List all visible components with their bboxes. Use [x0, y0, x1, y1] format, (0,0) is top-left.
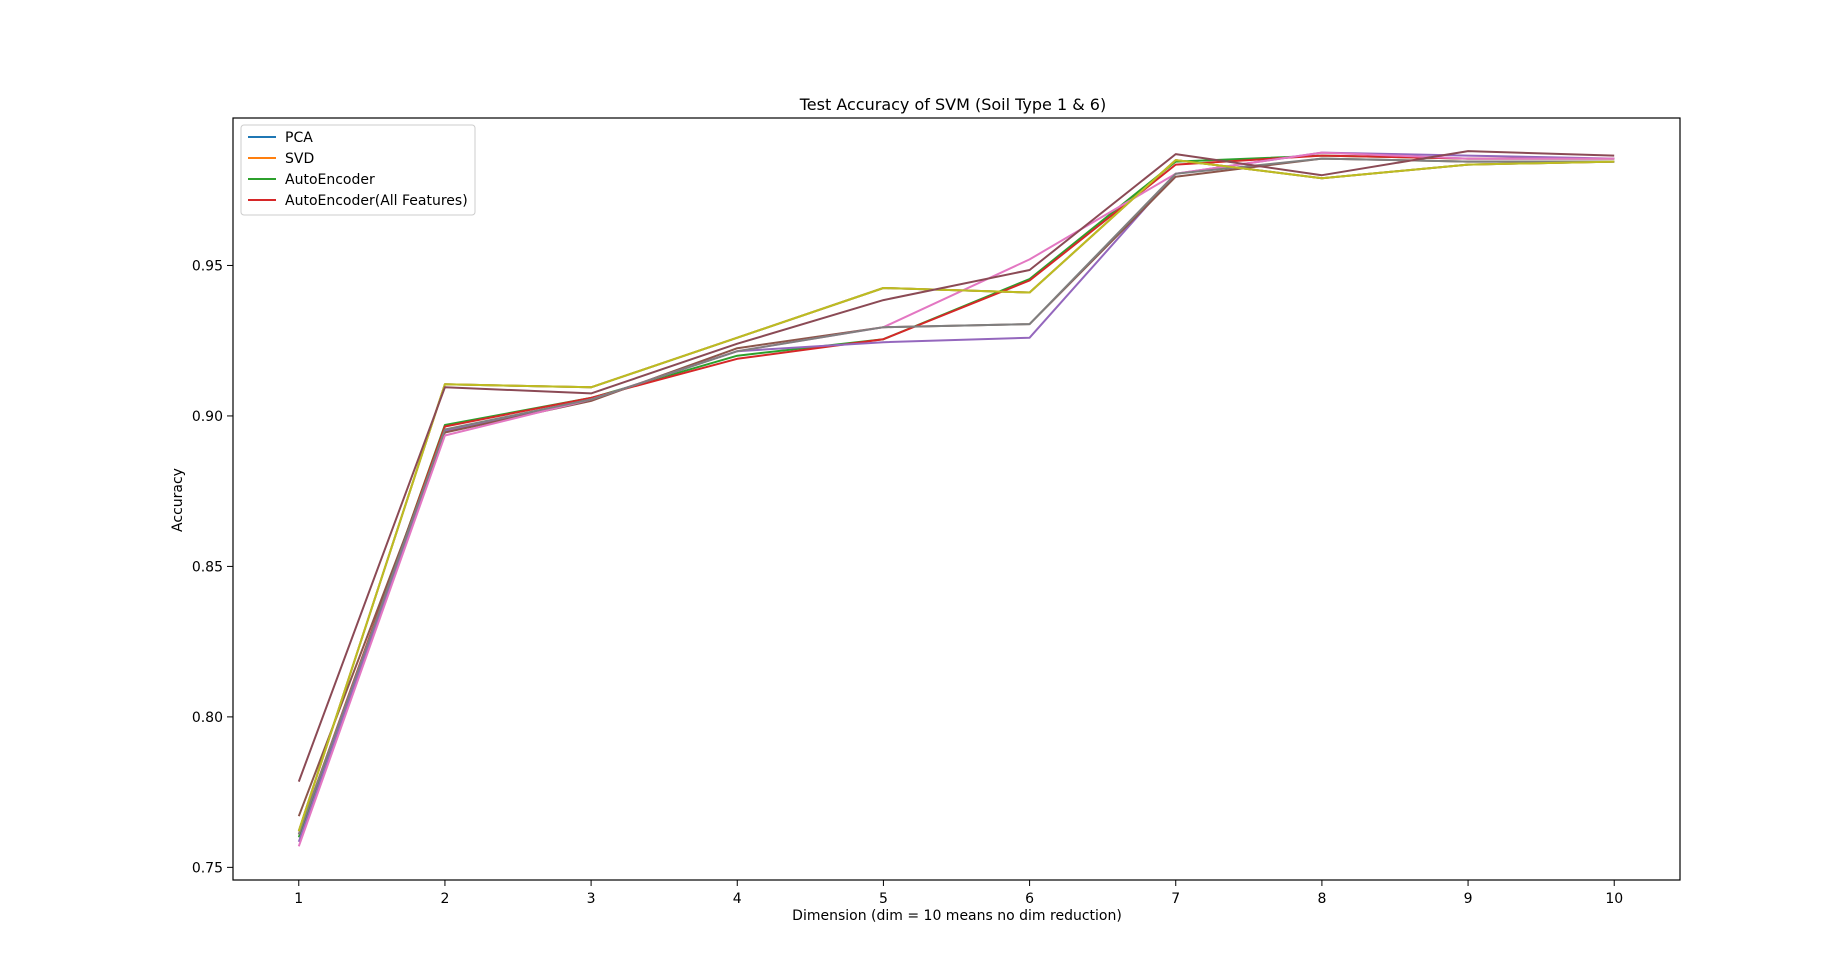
x-tick-label: 7 [1171, 891, 1180, 907]
y-tick-label: 0.85 [192, 559, 223, 575]
series-line-autoencoder-all-features [297, 154, 1615, 835]
legend-label: SVD [285, 151, 314, 167]
x-tick-label: 10 [1605, 891, 1623, 907]
y-axis-ticks: 0.75 0.80 0.85 0.90 0.95 [192, 258, 233, 876]
x-tick-label: 2 [440, 891, 449, 907]
plot-frame [232, 117, 1681, 881]
x-tick-label: 8 [1317, 891, 1326, 907]
legend-entries: PCA SVD AutoEncoder AutoEncoder(All Feature… [248, 130, 468, 209]
series-line-unlabeled-8 [297, 159, 1615, 832]
x-tick-label: 1 [294, 891, 303, 907]
y-tick-label: 0.80 [192, 710, 223, 726]
x-tick-label: 5 [879, 891, 888, 907]
legend: PCA SVD AutoEncoder AutoEncoder(All Feature… [240, 124, 476, 216]
x-tick-label: 6 [1025, 891, 1034, 907]
x-tick-label: 3 [587, 891, 596, 907]
x-axis-ticks: 1 2 3 4 5 6 7 8 9 10 [294, 880, 1623, 907]
legend-label: PCA [285, 130, 313, 146]
chart-title: Test Accuracy of SVM (Soil Type 1 & 6) [799, 95, 1106, 114]
y-tick-label: 0.90 [192, 409, 223, 425]
legend-box [240, 124, 476, 216]
series-line-unlabeled-6 [297, 151, 1615, 847]
x-tick-label: 4 [733, 891, 742, 907]
legend-label: AutoEncoder(All Features) [285, 193, 468, 209]
y-tick-label: 0.95 [192, 258, 223, 274]
series-lines [297, 150, 1615, 847]
legend-label: AutoEncoder [285, 172, 375, 188]
x-axis-label: Dimension (dim = 10 means no dim reducti… [792, 908, 1122, 924]
series-line-unlabeled-7 [297, 157, 1615, 835]
y-tick-label: 0.75 [192, 860, 223, 876]
y-axis-label: Accuracy [170, 468, 186, 532]
series-line-unlabeled-9 [297, 150, 1615, 782]
x-tick-label: 9 [1464, 891, 1473, 907]
